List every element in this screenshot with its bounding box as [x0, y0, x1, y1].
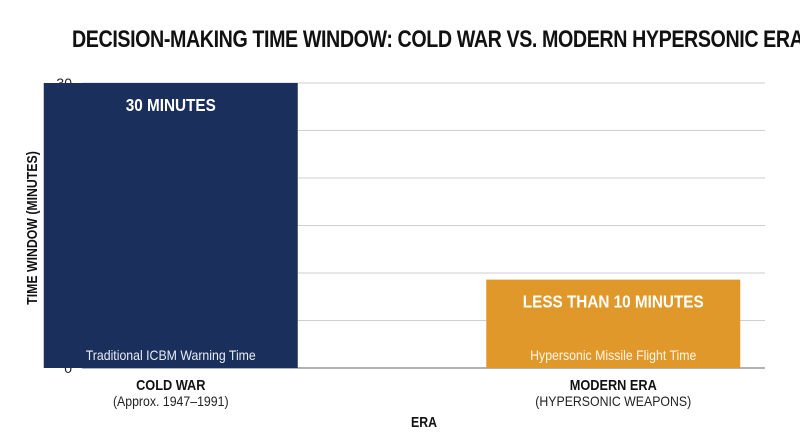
bar-value-label: 30 MINUTES	[126, 95, 216, 115]
x-tick-label: COLD WAR	[136, 376, 205, 393]
x-tick-label: MODERN ERA	[570, 376, 657, 393]
x-axis-label: ERA	[411, 414, 437, 430]
y-axis-label: TIME WINDOW (MINUTES)	[24, 151, 40, 305]
bar-inner-label: Hypersonic Missile Flight Time	[530, 347, 696, 363]
bar-value-label: LESS THAN 10 MINUTES	[523, 291, 704, 311]
bar	[486, 279, 741, 368]
x-tick-sublabel: (HYPERSONIC WEAPONS)	[535, 393, 691, 409]
x-axis: COLD WAR(Approx. 1947–1991) MODERN ERA(HY…	[113, 376, 691, 409]
bar	[43, 83, 298, 368]
bars: 30 MINUTES Traditional ICBM Warning Time L…	[43, 83, 741, 368]
chart-title: DECISION-MAKING TIME WINDOW: COLD WAR VS…	[72, 26, 800, 53]
x-tick-sublabel: (Approx. 1947–1991)	[113, 393, 229, 409]
bar-inner-label: Traditional ICBM Warning Time	[86, 347, 256, 363]
